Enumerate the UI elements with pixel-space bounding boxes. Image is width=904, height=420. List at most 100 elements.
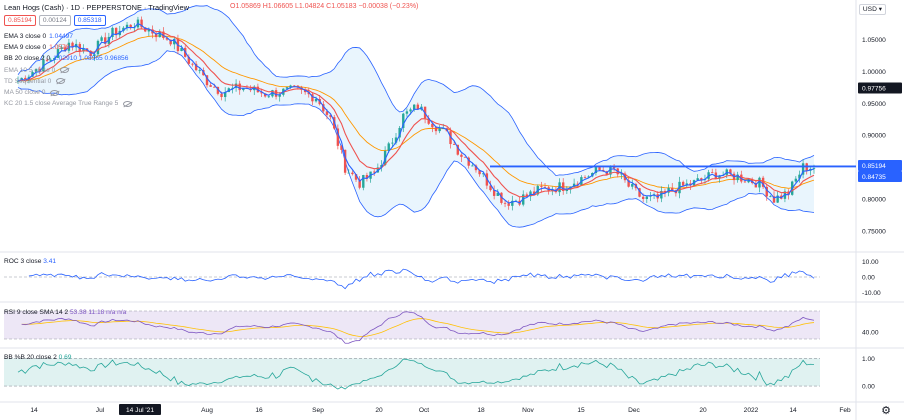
candle-body bbox=[609, 165, 612, 175]
candle-body bbox=[285, 87, 289, 89]
candle-body bbox=[598, 167, 601, 170]
time-axis-label: 14 bbox=[30, 407, 38, 414]
time-axis-label: 16 bbox=[255, 407, 263, 414]
candle-body bbox=[180, 47, 183, 52]
candle-body bbox=[223, 92, 227, 98]
candle-body bbox=[362, 175, 365, 188]
candle-body bbox=[540, 186, 543, 187]
candle-body bbox=[93, 54, 96, 56]
candle-body bbox=[718, 175, 721, 179]
candle-body bbox=[700, 178, 703, 180]
current-price-tag: 0.85194 bbox=[862, 163, 886, 170]
candle-body bbox=[758, 177, 761, 188]
candle-body bbox=[78, 43, 81, 52]
candle-body bbox=[45, 59, 49, 61]
candle-body bbox=[387, 143, 390, 151]
candle-body bbox=[576, 183, 579, 186]
candle-body bbox=[532, 191, 536, 195]
rsi-band bbox=[4, 311, 820, 339]
candle-body bbox=[529, 191, 532, 197]
bollinger-lower bbox=[17, 50, 815, 228]
time-axis-label: Dec bbox=[628, 407, 640, 414]
candle-body bbox=[191, 63, 194, 65]
candle-body bbox=[220, 93, 223, 98]
ema3-line bbox=[17, 22, 815, 204]
candle-body bbox=[147, 29, 151, 32]
candle-body bbox=[205, 75, 209, 86]
time-axis-label: Feb bbox=[839, 407, 851, 414]
price-axis-label: 0.90000 bbox=[862, 133, 886, 140]
candle-body bbox=[256, 86, 260, 93]
candle-body bbox=[641, 196, 645, 200]
candle-body bbox=[460, 154, 463, 157]
bb-mid-price-tag-bg bbox=[858, 170, 902, 182]
candle-body bbox=[620, 173, 623, 175]
rsi-axis-label: 40.00 bbox=[862, 330, 879, 337]
candle-body bbox=[736, 174, 739, 181]
roc-axis-label: 0.00 bbox=[862, 275, 875, 282]
candle-body bbox=[434, 127, 438, 132]
time-axis-label: 14 Jul '21 bbox=[126, 407, 154, 414]
candle-body bbox=[543, 186, 547, 188]
candle-body bbox=[158, 31, 161, 38]
candle-body bbox=[627, 180, 630, 187]
candle-body bbox=[56, 49, 60, 58]
candle-body bbox=[798, 174, 801, 179]
candle-body bbox=[812, 168, 816, 169]
bbp-axis-label: 0.00 bbox=[862, 384, 875, 391]
time-axis-label: 2022 bbox=[744, 407, 759, 414]
time-axis-label: Aug bbox=[201, 407, 213, 414]
price-axis-label: 0.95000 bbox=[862, 101, 886, 108]
candle-body bbox=[427, 118, 430, 124]
candle-body bbox=[431, 123, 434, 128]
bbp-axis-label: 1.00 bbox=[862, 356, 875, 363]
candle-body bbox=[16, 81, 20, 82]
candle-body bbox=[776, 195, 779, 203]
candle-body bbox=[314, 98, 318, 102]
candle-body bbox=[104, 37, 107, 44]
candle-body bbox=[122, 27, 125, 31]
price-axis-label: 0.75000 bbox=[862, 228, 886, 235]
candle-body bbox=[340, 145, 343, 150]
ema-orange-line bbox=[17, 35, 815, 189]
candle-body bbox=[365, 175, 369, 179]
candle-body bbox=[354, 174, 358, 180]
candle-body bbox=[100, 37, 103, 41]
candle-body bbox=[489, 185, 492, 191]
time-axis-label: 18 bbox=[477, 407, 485, 414]
candle-body bbox=[114, 27, 118, 36]
candle-body bbox=[336, 128, 340, 146]
candle-body bbox=[772, 196, 776, 203]
candle-body bbox=[242, 88, 245, 91]
candle-body bbox=[194, 63, 198, 71]
candle-body bbox=[456, 144, 459, 155]
candle-body bbox=[60, 47, 63, 50]
candle-body bbox=[463, 156, 467, 158]
candle-body bbox=[169, 39, 172, 45]
candle-body bbox=[474, 165, 478, 171]
candle-body bbox=[325, 111, 329, 115]
candle-body bbox=[347, 172, 350, 174]
candle-body bbox=[409, 109, 412, 112]
candle-body bbox=[525, 194, 529, 197]
roc-axis-label: -10.00 bbox=[862, 290, 881, 297]
candle-body bbox=[129, 24, 132, 28]
candle-body bbox=[402, 113, 405, 128]
candle-body bbox=[289, 85, 292, 88]
candle-body bbox=[416, 104, 420, 110]
candle-body bbox=[49, 59, 52, 61]
candle-body bbox=[198, 70, 201, 71]
candle-body bbox=[82, 48, 85, 52]
candle-body bbox=[482, 173, 485, 175]
crosshair-price-tag: 0.97756 bbox=[862, 85, 886, 92]
rsi-ma-line bbox=[21, 318, 815, 337]
candle-body bbox=[260, 92, 263, 94]
candle-body bbox=[583, 177, 587, 178]
candle-body bbox=[31, 72, 34, 77]
candle-body bbox=[216, 86, 220, 94]
candle-body bbox=[383, 150, 387, 166]
candle-body bbox=[794, 178, 798, 182]
candle-body bbox=[449, 131, 452, 145]
